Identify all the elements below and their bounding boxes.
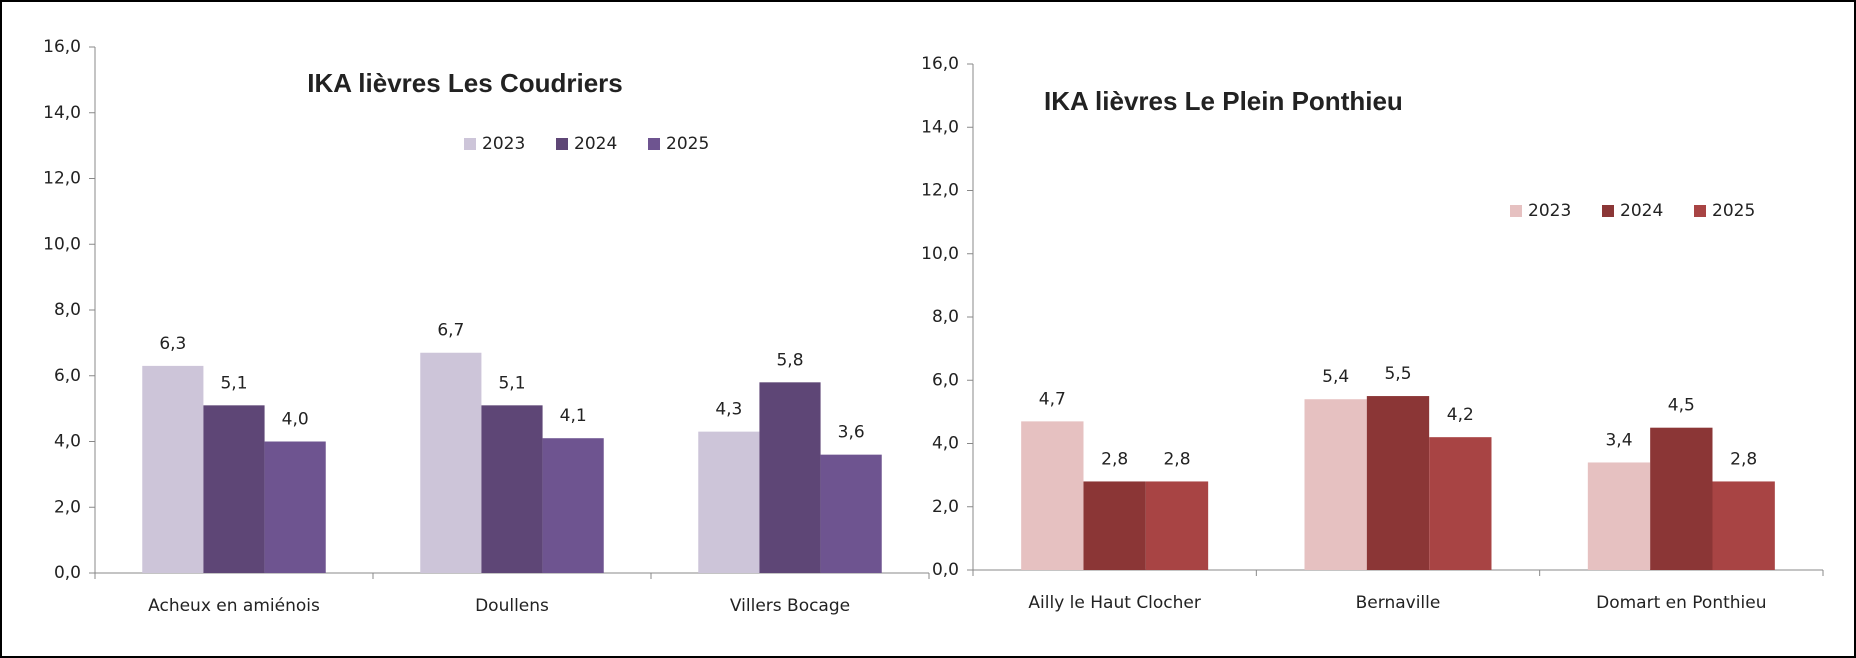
- data-label: 2,8: [1163, 449, 1190, 469]
- y-tick-label: 8,0: [932, 307, 959, 327]
- data-label: 4,0: [282, 410, 309, 430]
- y-tick-label: 4,0: [54, 432, 81, 452]
- data-label: 6,7: [437, 321, 464, 341]
- bar: [264, 441, 326, 573]
- y-tick-label: 14,0: [921, 117, 959, 137]
- legend-label: 2024: [574, 134, 617, 154]
- data-label: 3,4: [1605, 430, 1632, 450]
- data-label: 5,5: [1384, 364, 1411, 384]
- bar: [1304, 399, 1367, 570]
- bar: [1083, 481, 1146, 570]
- data-label: 4,5: [1668, 396, 1695, 416]
- legend-label: 2023: [482, 134, 525, 154]
- x-tick-label: Ailly le Haut Clocher: [1028, 593, 1200, 613]
- bar: [203, 405, 265, 573]
- data-label: 6,3: [159, 334, 186, 354]
- y-tick-label: 16,0: [921, 54, 959, 74]
- bar: [1021, 421, 1084, 570]
- legend-swatch: [1694, 205, 1706, 217]
- bar: [698, 431, 760, 573]
- y-tick-label: 12,0: [43, 169, 81, 189]
- bar: [759, 382, 821, 573]
- bar: [1712, 481, 1775, 570]
- legend-label: 2025: [666, 134, 709, 154]
- bar: [420, 352, 482, 573]
- y-tick-label: 0,0: [54, 563, 81, 583]
- y-tick-label: 14,0: [43, 103, 81, 123]
- legend-swatch: [1602, 205, 1614, 217]
- legend-swatch: [648, 138, 660, 150]
- x-tick-label: Doullens: [475, 596, 549, 616]
- data-label: 4,3: [715, 400, 742, 420]
- y-tick-label: 0,0: [932, 560, 959, 580]
- data-label: 4,7: [1039, 389, 1066, 409]
- bar: [1650, 427, 1713, 570]
- y-tick-label: 12,0: [921, 181, 959, 201]
- data-label: 4,2: [1447, 405, 1474, 425]
- y-tick-label: 8,0: [54, 300, 81, 320]
- data-label: 2,8: [1101, 449, 1128, 469]
- data-label: 5,8: [776, 350, 803, 370]
- x-tick-label: Villers Bocage: [730, 596, 850, 616]
- bar: [1587, 462, 1651, 570]
- y-tick-label: 6,0: [54, 366, 81, 386]
- bar: [1145, 481, 1209, 570]
- bar: [481, 405, 543, 573]
- chart-title: IKA lièvres Le Plein Ponthieu: [1044, 86, 1403, 116]
- legend-swatch: [464, 138, 476, 150]
- chart-title: IKA lièvres Les Coudriers: [307, 68, 623, 98]
- bar: [1366, 396, 1430, 570]
- data-label: 5,1: [498, 373, 525, 393]
- y-tick-label: 2,0: [54, 497, 81, 517]
- y-tick-label: 10,0: [43, 234, 81, 254]
- y-tick-label: 10,0: [921, 244, 959, 264]
- data-label: 5,4: [1322, 367, 1349, 387]
- data-label: 3,6: [838, 423, 865, 443]
- y-tick-label: 4,0: [932, 434, 959, 454]
- bar: [1429, 437, 1492, 570]
- legend-label: 2023: [1528, 201, 1571, 221]
- x-tick-label: Domart en Ponthieu: [1596, 593, 1766, 613]
- bar: [820, 454, 882, 573]
- x-tick-label: Acheux en amiénois: [148, 596, 320, 616]
- data-label: 4,1: [560, 406, 587, 426]
- x-tick-label: Bernaville: [1356, 593, 1441, 613]
- legend-label: 2024: [1620, 201, 1663, 221]
- y-tick-label: 2,0: [932, 497, 959, 517]
- legend-swatch: [556, 138, 568, 150]
- data-label: 5,1: [220, 373, 247, 393]
- bar: [142, 365, 204, 573]
- bar: [542, 438, 604, 573]
- y-tick-label: 6,0: [932, 370, 959, 390]
- legend-swatch: [1510, 205, 1522, 217]
- data-label: 2,8: [1730, 449, 1757, 469]
- y-tick-label: 16,0: [43, 37, 81, 57]
- legend-label: 2025: [1712, 201, 1755, 221]
